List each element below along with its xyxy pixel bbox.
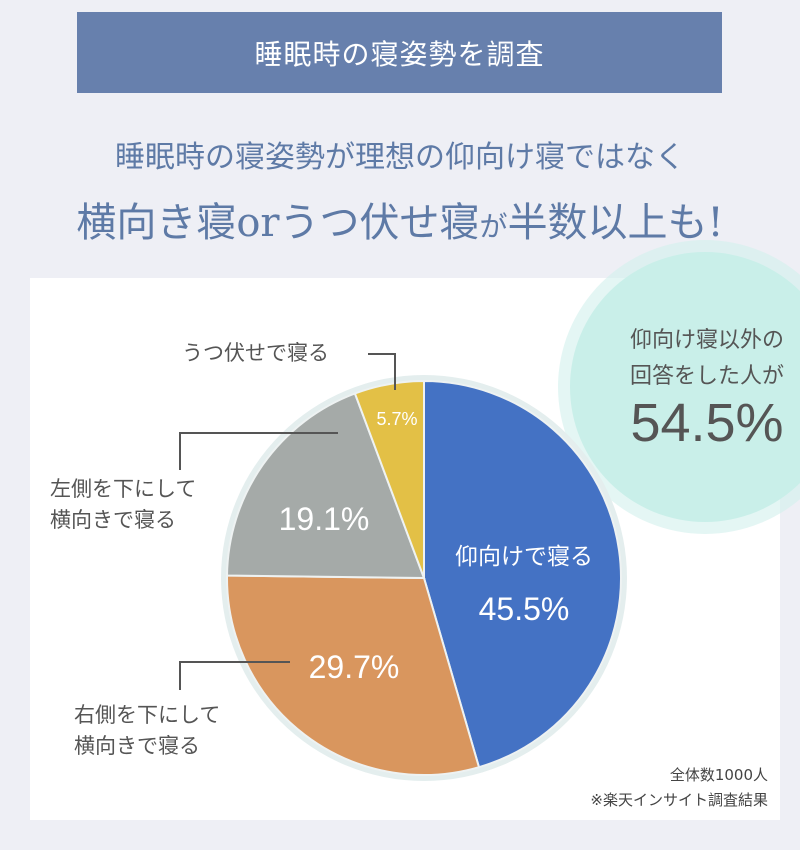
leader-lines — [179, 353, 396, 690]
subtitle-emphasis-2: 半数以上も! — [507, 200, 724, 246]
slice-value-label: 45.5% — [479, 591, 570, 627]
subtitle-line-2: 横向き寝orうつ伏せ寝が半数以上も! — [0, 190, 800, 248]
callout-bubble — [570, 252, 800, 522]
leader-line-prone — [368, 353, 396, 390]
slice-value-label: 5.7% — [376, 409, 417, 429]
subtitle-emphasis: 横向き寝orうつ伏せ寝 — [76, 200, 480, 246]
title-banner: 睡眠時の寝姿勢を調査 — [77, 12, 722, 93]
pie-slice — [226, 392, 426, 580]
callout-line-2: 回答をした人が — [629, 364, 784, 389]
source-note: ※楽天インサイト調査結果 — [590, 791, 768, 809]
total-note: 全体数1000人 — [669, 766, 768, 784]
pie-slice — [423, 379, 622, 769]
slice-value-label: 19.1% — [279, 501, 370, 537]
slice-category-label: 仰向けで寝る — [455, 544, 593, 570]
slice-value-label: 29.7% — [309, 649, 400, 685]
subtitle-particle: が — [479, 210, 508, 243]
subtitle-line-1: 睡眠時の寝姿勢が理想の仰向け寝ではなく — [115, 140, 685, 175]
leader-line-right — [179, 661, 290, 690]
pie-slice — [353, 379, 425, 579]
label-prone: うつ伏せで寝る — [182, 341, 329, 365]
callout-value: 54.5% — [630, 393, 784, 453]
label-left-side: 左側を下にして 横向きで寝る — [50, 477, 197, 532]
callout-line-1: 仰向け寝以外の — [629, 328, 784, 353]
pie-slice — [226, 574, 481, 776]
leader-line-left — [179, 432, 338, 470]
label-right-side: 右側を下にして 横向きで寝る — [74, 703, 221, 758]
